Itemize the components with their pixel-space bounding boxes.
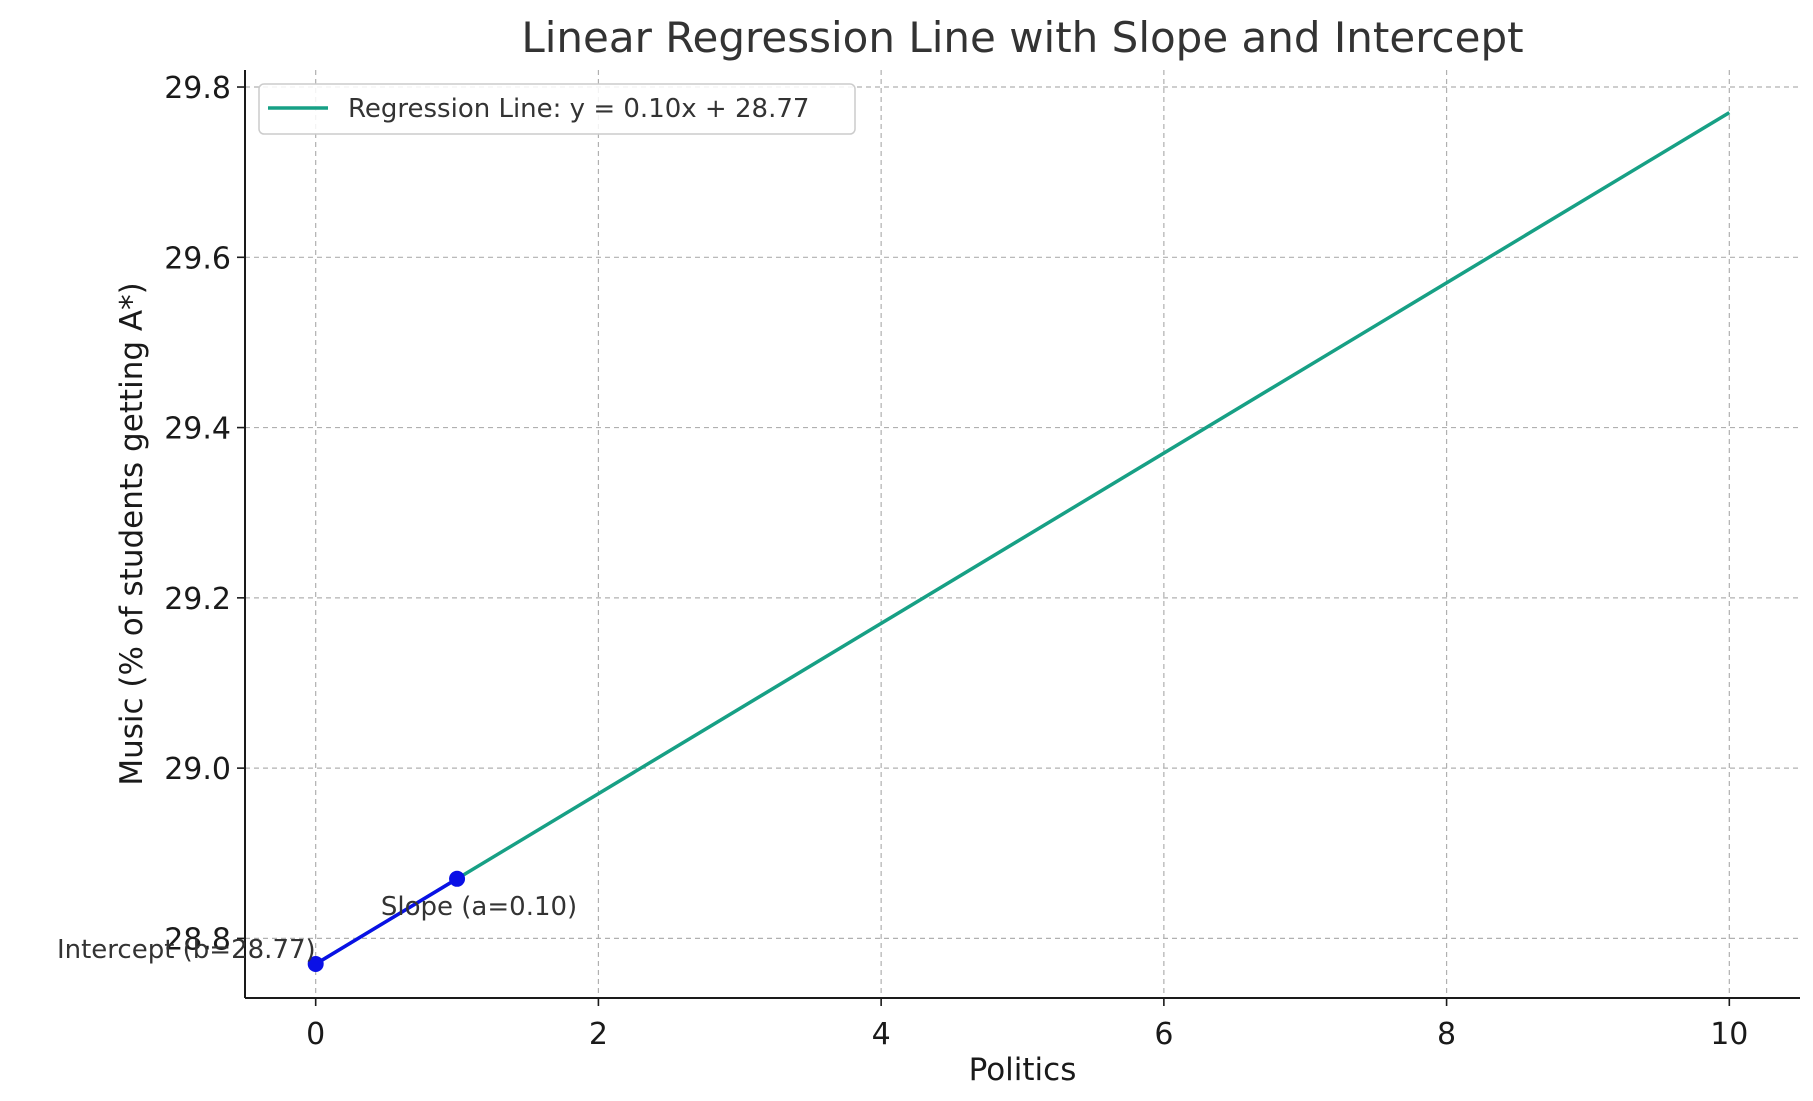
legend: Regression Line: y = 0.10x + 28.77: [258, 83, 856, 135]
ticks: 0 2 4 6 8 10 28.8 29.0 29.2 29.4 29.6 29.8: [164, 71, 1748, 1052]
y-tick-label-3: 29.4: [164, 412, 231, 447]
grid: [245, 70, 1800, 998]
x-tick-label-0: 0: [306, 1017, 325, 1052]
y-tick-label-4: 29.6: [164, 241, 231, 276]
x-tick-label-5: 10: [1710, 1017, 1748, 1052]
chart-title: Linear Regression Line with Slope and In…: [521, 13, 1523, 62]
intercept-annotation: Intercept (b=28.77): [57, 935, 316, 965]
series-line-0: [314, 111, 1731, 966]
y-tick-label-2: 29.2: [164, 582, 231, 617]
series-line-1: [314, 877, 458, 966]
legend-box: [258, 83, 856, 135]
legend-label: Regression Line: y = 0.10x + 28.77: [348, 94, 809, 124]
x-tick-label-4: 8: [1437, 1017, 1456, 1052]
y-tick-label-5: 29.8: [164, 71, 231, 106]
slope-annotation: Slope (a=0.10): [381, 892, 577, 922]
x-tick-label-3: 6: [1154, 1017, 1173, 1052]
axes: [244, 70, 1800, 999]
x-tick-label-2: 4: [872, 1017, 891, 1052]
series-layer: [307, 111, 1731, 972]
y-tick-label-0: 28.8: [164, 922, 231, 957]
series-1-point-1: [449, 870, 466, 887]
y-tick-label-1: 29.0: [164, 752, 231, 787]
y-axis-title: Music (% of students getting A*): [114, 282, 150, 785]
x-tick-label-1: 2: [589, 1017, 608, 1052]
annotations: Intercept (b=28.77) Slope (a=0.10): [57, 892, 577, 965]
series-1-point-0: [307, 955, 324, 972]
x-axis-title: Politics: [969, 1052, 1077, 1088]
